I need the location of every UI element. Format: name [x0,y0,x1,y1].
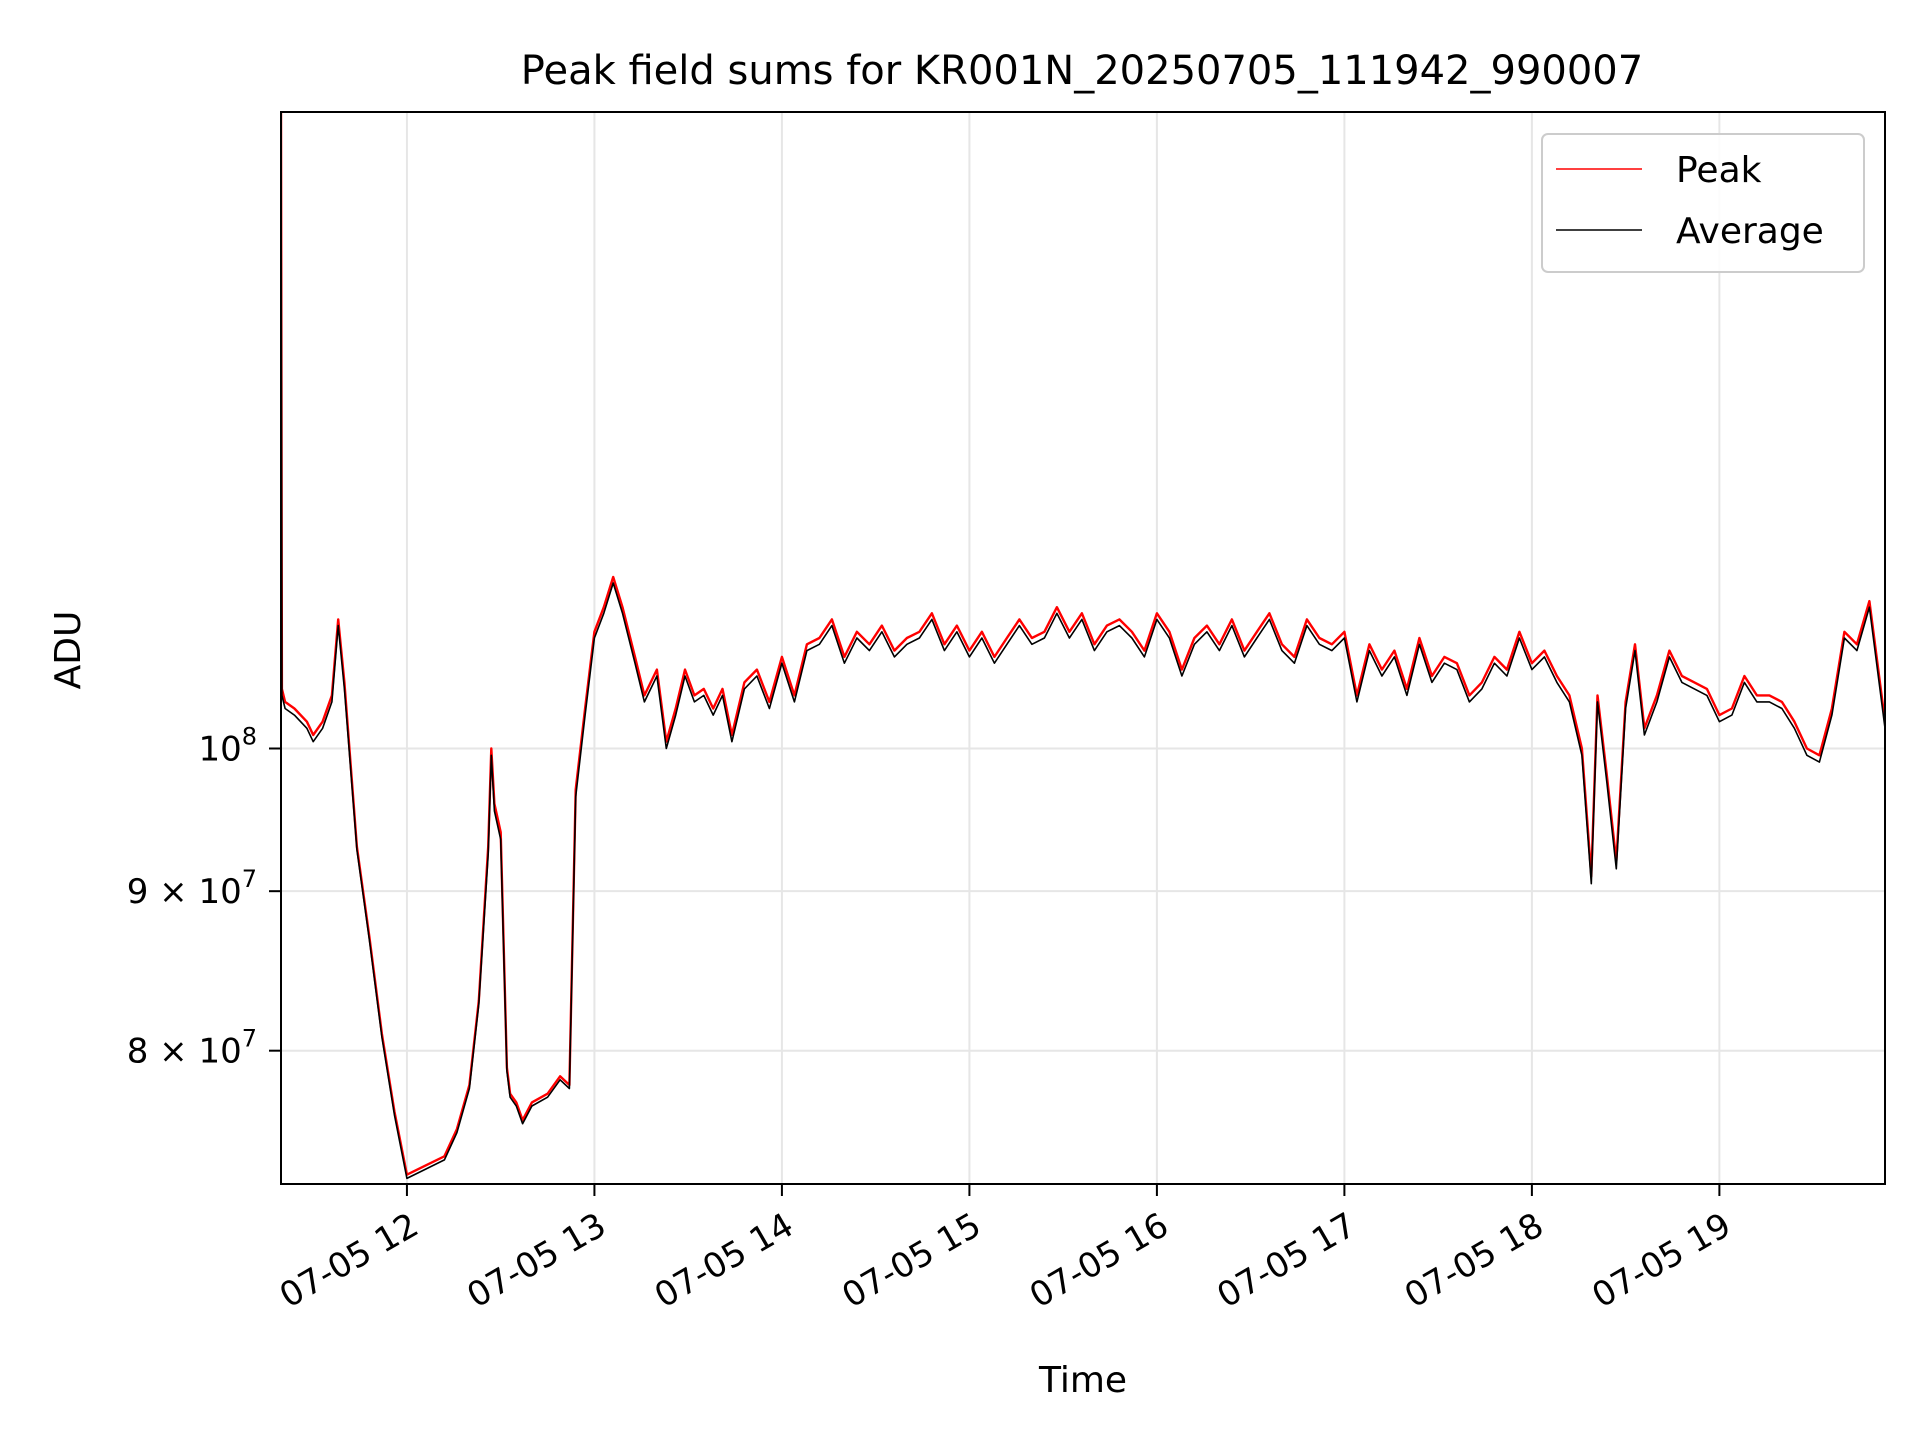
y-tick-label: 108 [198,722,257,769]
legend-label-peak: Peak [1676,150,1762,191]
y-tick-label: 8 × 107 [127,1025,257,1072]
series-lines [281,112,1885,1180]
plot-frame [280,111,1886,1185]
y-axis-ticks: 108 9 × 107 8 × 107 [127,722,281,1072]
series-line-average [281,112,1885,1180]
x-axis-label: Time [1038,1360,1127,1401]
legend: Peak Average [1541,133,1865,273]
grid-lines [281,112,1885,1184]
chart-title: Peak field sums for KR001N_20250705_1119… [521,48,1643,94]
y-tick-label: 9 × 107 [127,865,257,912]
legend-label-average: Average [1676,211,1824,252]
y-axis-label: ADU [48,611,89,690]
